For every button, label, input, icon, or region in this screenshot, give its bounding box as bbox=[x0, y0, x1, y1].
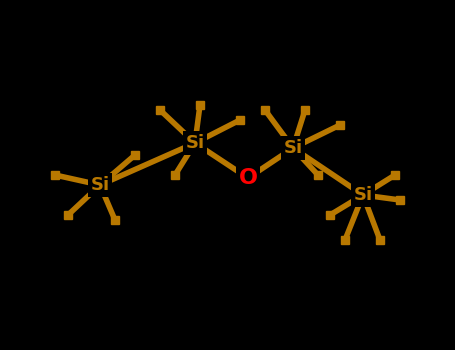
Text: Si: Si bbox=[354, 186, 373, 204]
Text: Si: Si bbox=[283, 139, 303, 157]
Text: Si: Si bbox=[91, 176, 110, 194]
Text: O: O bbox=[238, 168, 258, 188]
Text: Si: Si bbox=[186, 134, 205, 152]
